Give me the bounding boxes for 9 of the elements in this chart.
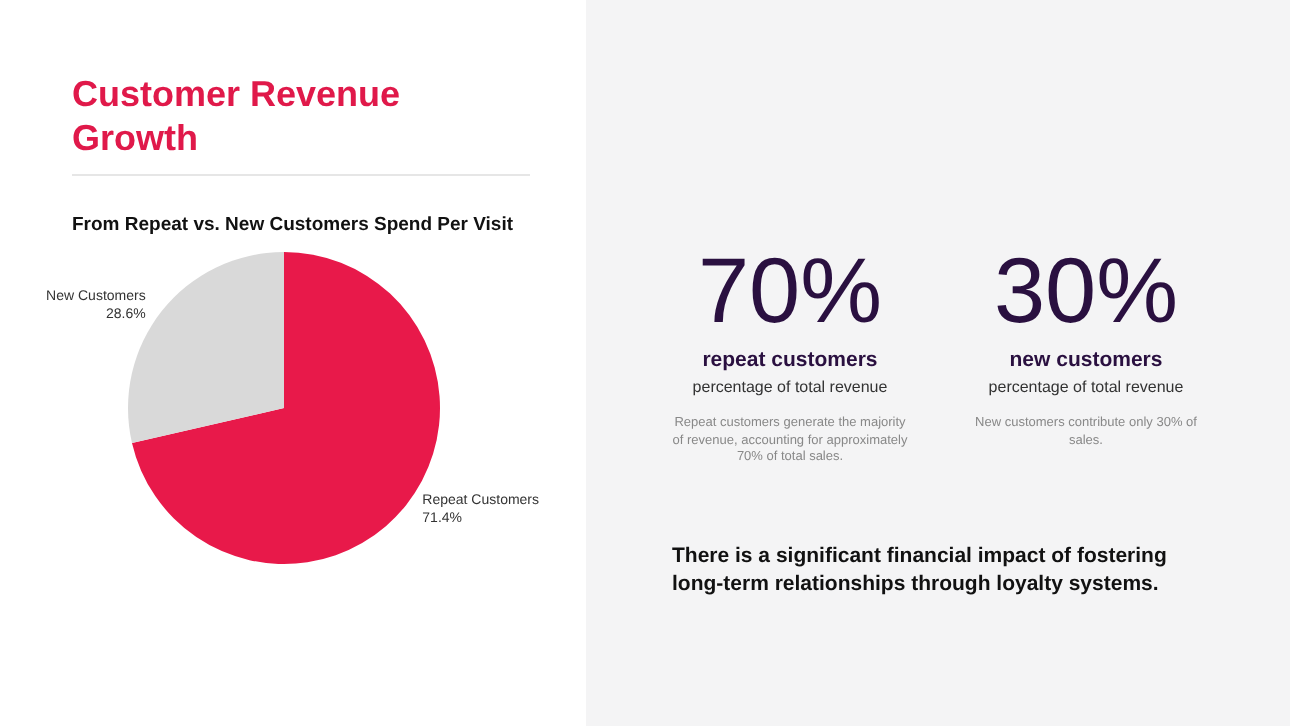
text: There is a significant financial impact of fostering long-term relationships through loyalty systems. bbox=[672, 542, 1169, 598]
text: repeat customers bbox=[700, 348, 880, 372]
text: 70% bbox=[695, 236, 885, 344]
chart-subtitle: From Repeat vs. New Customers Spend Per Visit bbox=[72, 214, 516, 236]
chart-title: Customer Revenue Growth bbox=[72, 72, 403, 160]
text: 30% bbox=[991, 236, 1181, 344]
text: new customers bbox=[1007, 348, 1165, 372]
text: percentage of total revenue bbox=[986, 378, 1186, 396]
text: percentage of total revenue bbox=[690, 378, 890, 396]
